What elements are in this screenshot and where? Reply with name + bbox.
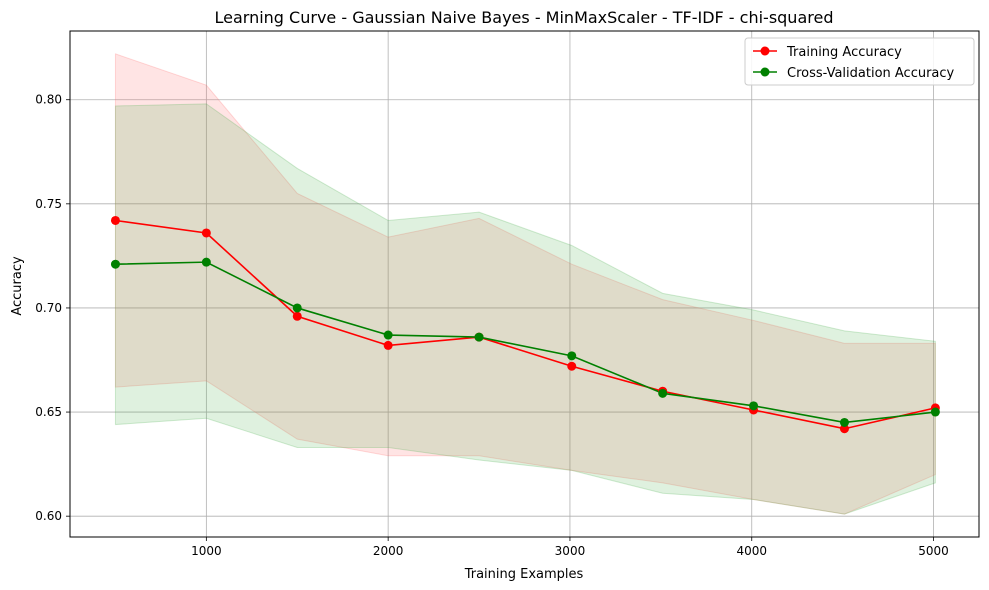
cross-validation-point: [658, 388, 668, 398]
y-tick-label: 0.75: [35, 197, 62, 211]
x-tick-label: 2000: [373, 544, 404, 558]
chart-title: Learning Curve - Gaussian Naive Bayes - …: [215, 8, 834, 27]
training-point: [110, 215, 120, 225]
training-point: [839, 424, 849, 434]
y-tick-label: 0.65: [35, 405, 62, 419]
legend-cross-validation-marker: [760, 67, 770, 77]
axis-ticks: 1000 2000 3000 4000 5000 0.60 0.65 0.70 0.75 0.80: [35, 93, 949, 558]
legend-training-label: Training Accuracy: [786, 45, 902, 60]
series-lines: [115, 219, 936, 430]
legend-box: [744, 37, 975, 86]
grid: [70, 31, 979, 537]
training-point: [292, 311, 302, 321]
x-tick-label: 1000: [191, 544, 222, 558]
legend-cross-validation-label: Cross-Validation Accuracy: [787, 66, 955, 81]
cross-validation-point: [201, 257, 211, 267]
cross-validation-point: [749, 401, 759, 411]
cross-validation-point: [567, 351, 577, 361]
cross-validation-point: [930, 407, 940, 417]
training-band: [114, 53, 936, 515]
cross-validation-point: [839, 417, 849, 427]
training-point: [201, 228, 211, 238]
series-markers: [110, 215, 940, 434]
cross-validation-point: [383, 330, 393, 340]
cross-validation-point: [292, 303, 302, 313]
training-point: [567, 361, 577, 371]
x-tick-label: 3000: [555, 544, 586, 558]
plot-frame: [69, 30, 980, 538]
cross-validation-band: [114, 103, 936, 515]
x-tick-label: 5000: [918, 544, 949, 558]
y-tick-label: 0.60: [35, 509, 62, 523]
x-tick-label: 4000: [736, 544, 767, 558]
cross-validation-line: [115, 261, 936, 424]
y-tick-label: 0.70: [35, 301, 62, 315]
x-axis-label: Training Examples: [464, 567, 584, 582]
legend: Training Accuracy Cross-Validation Accura…: [744, 37, 975, 86]
cross-validation-point: [110, 259, 120, 269]
y-axis-label: Accuracy: [10, 256, 25, 316]
y-tick-label: 0.80: [35, 93, 62, 107]
training-point: [383, 340, 393, 350]
training-line: [115, 219, 936, 430]
legend-training-marker: [760, 46, 770, 56]
confidence-bands: [114, 53, 936, 515]
cross-validation-point: [474, 332, 484, 342]
